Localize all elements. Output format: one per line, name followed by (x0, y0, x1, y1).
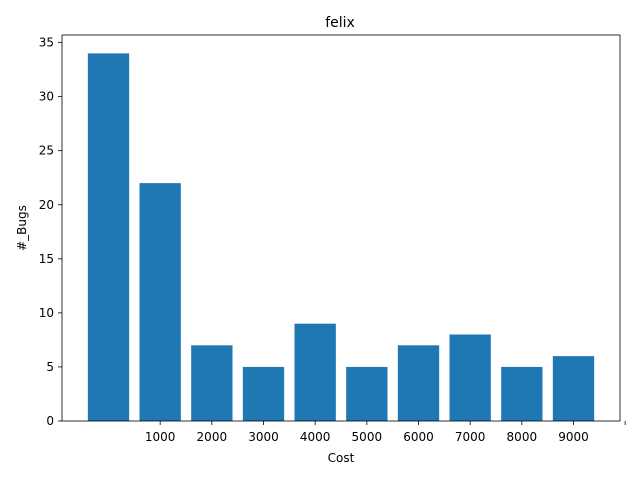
bar-8 (501, 366, 543, 421)
x-tick-label: 5000 (352, 430, 383, 444)
bar-1 (139, 183, 181, 421)
x-tick-label: 6000 (403, 430, 434, 444)
y-tick-label: 20 (39, 198, 54, 212)
y-tick-label: 25 (39, 144, 54, 158)
plot-frame (61, 34, 621, 422)
bar-0 (87, 53, 130, 421)
x-tick-label: 7000 (455, 430, 486, 444)
y-axis-ticks: 0 5 10 15 20 25 30 35 (39, 36, 62, 428)
bars-group (87, 53, 595, 421)
x-tick-label: 4000 (300, 430, 331, 444)
x-tick-label: 1000 (145, 430, 176, 444)
bar-3 (242, 366, 285, 421)
x-tick-label: 9000 (558, 430, 589, 444)
y-tick-label: 5 (46, 360, 54, 374)
bar-9 (552, 356, 595, 421)
y-axis-label: #_Bugs (15, 205, 29, 251)
x-axis-label: Cost (328, 451, 355, 465)
y-tick-label: 15 (39, 252, 54, 266)
bar-7 (449, 334, 491, 421)
y-tick-label: 10 (39, 306, 54, 320)
x-tick-label: 2000 (197, 430, 228, 444)
x-axis-ticks: 1000 2000 3000 4000 5000 6000 7000 8000 9000 (145, 421, 626, 444)
x-tick-label: 8000 (507, 430, 538, 444)
chart-title: felix (325, 15, 355, 31)
x-tick-label: 3000 (248, 430, 279, 444)
bar-6 (397, 345, 440, 421)
y-tick-label: 30 (39, 90, 54, 104)
bar-5 (346, 366, 388, 421)
bar-4 (294, 323, 336, 421)
y-tick-label: 0 (46, 414, 54, 428)
bar-2 (191, 345, 233, 421)
y-tick-label: 35 (39, 36, 54, 50)
